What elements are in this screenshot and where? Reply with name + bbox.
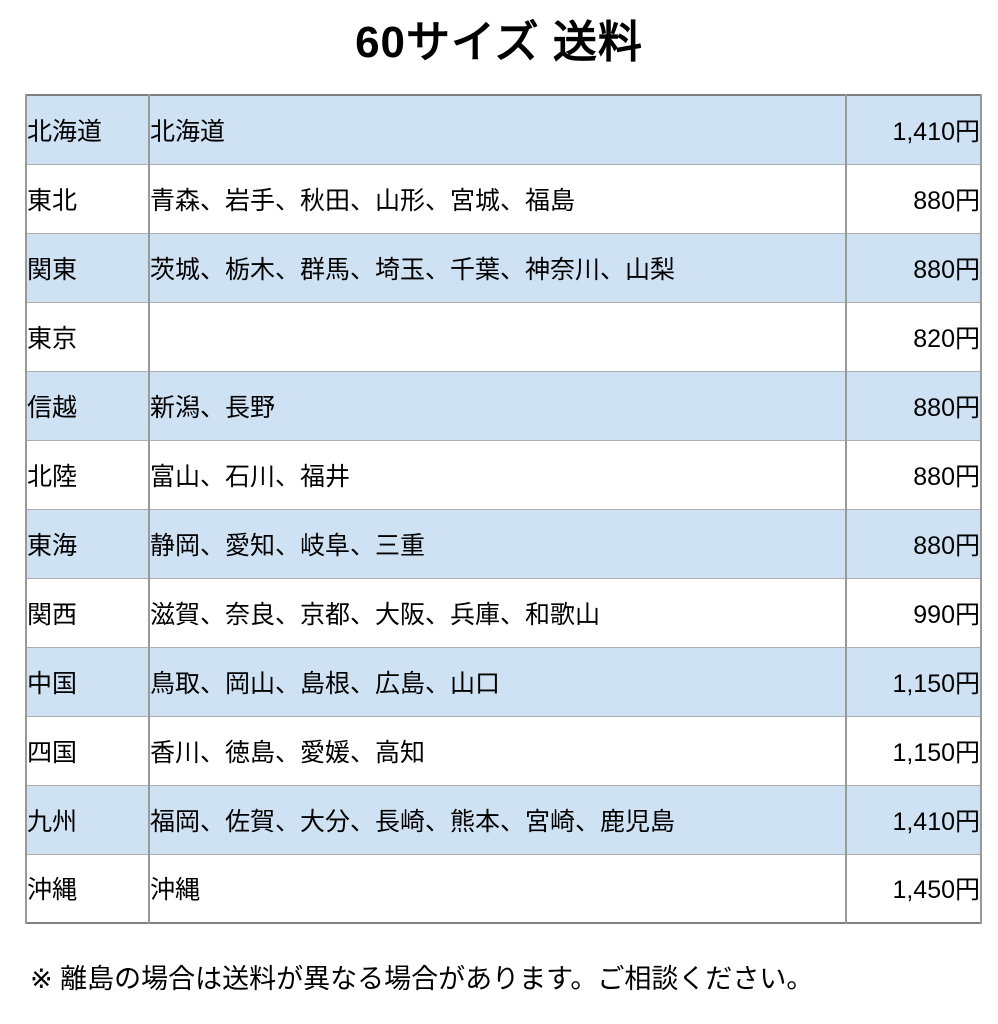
table-row-hokuriku: 北陸 富山、石川、福井 880円	[25, 439, 982, 510]
region-cell: 四国	[25, 715, 150, 786]
table-row-shikoku: 四国 香川、徳島、愛媛、高知 1,150円	[25, 715, 982, 786]
price-cell: 880円	[845, 508, 982, 579]
table-row-tokyo: 東京 820円	[25, 301, 982, 372]
table-row-kanto: 関東 茨城、栃木、群馬、埼玉、千葉、神奈川、山梨 880円	[25, 232, 982, 303]
table-row-chugoku: 中国 鳥取、岡山、島根、広島、山口 1,150円	[25, 646, 982, 717]
prefectures-cell: 富山、石川、福井	[148, 439, 847, 510]
price-cell: 1,450円	[845, 853, 982, 924]
shipping-fee-page: 60サイズ 送料 北海道 北海道 1,410円 東北 青森、岩手、秋田、山形、宮…	[0, 14, 998, 1024]
price-cell: 1,150円	[845, 646, 982, 717]
region-cell: 九州	[25, 784, 150, 855]
prefectures-cell: 沖縄	[148, 853, 847, 924]
region-cell: 沖縄	[25, 853, 150, 924]
region-cell: 関東	[25, 232, 150, 303]
price-cell: 990円	[845, 577, 982, 648]
price-cell: 820円	[845, 301, 982, 372]
price-cell: 880円	[845, 163, 982, 234]
region-cell: 北海道	[25, 94, 150, 165]
table-row-hokkaido: 北海道 北海道 1,410円	[25, 94, 982, 165]
prefectures-cell: 茨城、栃木、群馬、埼玉、千葉、神奈川、山梨	[148, 232, 847, 303]
table-row-shinetsu: 信越 新潟、長野 880円	[25, 370, 982, 441]
price-cell: 1,150円	[845, 715, 982, 786]
prefectures-cell: 静岡、愛知、岐阜、三重	[148, 508, 847, 579]
prefectures-cell: 福岡、佐賀、大分、長崎、熊本、宮崎、鹿児島	[148, 784, 847, 855]
price-cell: 1,410円	[845, 784, 982, 855]
prefectures-cell: 北海道	[148, 94, 847, 165]
shipping-fee-table-body: 北海道 北海道 1,410円 東北 青森、岩手、秋田、山形、宮城、福島 880円…	[25, 94, 982, 924]
region-cell: 中国	[25, 646, 150, 717]
region-cell: 東京	[25, 301, 150, 372]
table-row-tokai: 東海 静岡、愛知、岐阜、三重 880円	[25, 508, 982, 579]
shipping-fee-table: 北海道 北海道 1,410円 東北 青森、岩手、秋田、山形、宮城、福島 880円…	[25, 94, 982, 924]
price-cell: 880円	[845, 232, 982, 303]
prefectures-cell: 香川、徳島、愛媛、高知	[148, 715, 847, 786]
page-title: 60サイズ 送料	[355, 18, 643, 67]
prefectures-cell: 青森、岩手、秋田、山形、宮城、福島	[148, 163, 847, 234]
prefectures-cell	[148, 301, 847, 372]
region-cell: 北陸	[25, 439, 150, 510]
price-cell: 880円	[845, 439, 982, 510]
region-cell: 関西	[25, 577, 150, 648]
table-row-okinawa: 沖縄 沖縄 1,450円	[25, 853, 982, 924]
remote-island-footnote: ※ 離島の場合は送料が異なる場合があります。ご相談ください。	[30, 964, 814, 994]
region-cell: 東海	[25, 508, 150, 579]
prefectures-cell: 新潟、長野	[148, 370, 847, 441]
price-cell: 1,410円	[845, 94, 982, 165]
table-row-kansai: 関西 滋賀、奈良、京都、大阪、兵庫、和歌山 990円	[25, 577, 982, 648]
table-row-kyushu: 九州 福岡、佐賀、大分、長崎、熊本、宮崎、鹿児島 1,410円	[25, 784, 982, 855]
prefectures-cell: 鳥取、岡山、島根、広島、山口	[148, 646, 847, 717]
region-cell: 信越	[25, 370, 150, 441]
price-cell: 880円	[845, 370, 982, 441]
prefectures-cell: 滋賀、奈良、京都、大阪、兵庫、和歌山	[148, 577, 847, 648]
table-row-tohoku: 東北 青森、岩手、秋田、山形、宮城、福島 880円	[25, 163, 982, 234]
region-cell: 東北	[25, 163, 150, 234]
